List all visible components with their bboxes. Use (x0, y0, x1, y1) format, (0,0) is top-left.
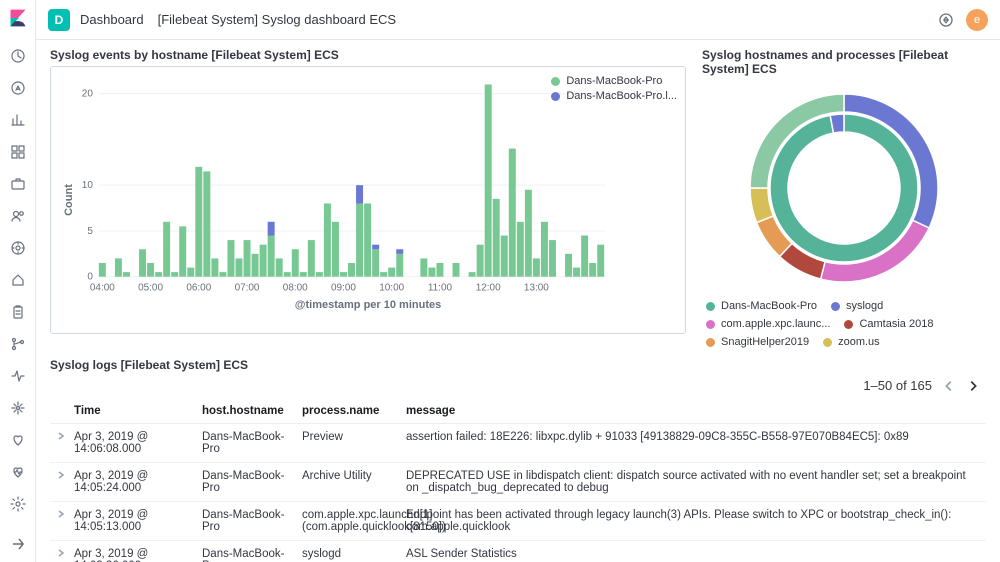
topbar: D Dashboard [Filebeat System] Syslog das… (36, 0, 1000, 40)
donut-svg (709, 88, 979, 288)
svg-text:11:00: 11:00 (428, 283, 453, 294)
bar-chart-legend: Dans-MacBook-Pro Dans-MacBook-Pro.l... (551, 75, 677, 105)
bar-icon[interactable] (10, 112, 26, 128)
expand-icon[interactable] (56, 509, 66, 519)
cell-proc: Archive Utility (296, 463, 400, 502)
cell-host: Dans-MacBook-Pro (196, 424, 296, 463)
expand-icon[interactable] (56, 431, 66, 441)
table-row[interactable]: Apr 3, 2019 @ 14:06:08.000 Dans-MacBook-… (50, 424, 986, 463)
cell-time: Apr 3, 2019 @ 14:06:08.000 (68, 424, 196, 463)
cell-proc: syslogd (296, 541, 400, 562)
legend-item[interactable]: com.apple.xpc.launc... (706, 318, 830, 330)
svg-text:0: 0 (87, 272, 93, 283)
pager-next-icon[interactable] (966, 379, 980, 393)
x-axis-title: @timestamp per 10 minutes (51, 299, 685, 317)
table-row[interactable]: Apr 3, 2019 @ 14:05:13.000 Dans-MacBook-… (50, 502, 986, 541)
heart-icon[interactable] (10, 432, 26, 448)
svg-text:10:00: 10:00 (379, 283, 404, 294)
branch-icon[interactable] (10, 336, 26, 352)
collapse-icon[interactable] (10, 536, 26, 552)
sparkle-icon[interactable] (10, 400, 26, 416)
breadcrumb-section[interactable]: Dashboard (80, 12, 144, 27)
svg-text:5: 5 (87, 226, 93, 237)
clock-icon[interactable] (10, 48, 26, 64)
breadcrumb: Dashboard [Filebeat System] Syslog dashb… (80, 12, 396, 27)
cell-host: Dans-MacBook-Pro (196, 502, 296, 541)
svg-text:10: 10 (82, 180, 94, 191)
gear-icon[interactable] (10, 496, 26, 512)
cell-message: DEPRECATED USE in libdispatch client: di… (400, 463, 986, 502)
cell-proc: com.apple.xpc.launchd[1] (com.apple.quic… (296, 502, 400, 541)
compass-icon[interactable] (10, 80, 26, 96)
agent-icon[interactable] (10, 240, 26, 256)
col-header[interactable]: host.hostname (196, 399, 296, 424)
bar-chart-panel: Syslog events by hostname [Filebeat Syst… (50, 48, 686, 348)
newsfeed-icon[interactable] (938, 12, 954, 28)
user-avatar[interactable]: e (966, 9, 988, 31)
svg-text:05:00: 05:00 (138, 283, 163, 294)
legend-item[interactable]: Dans-MacBook-Pro.l... (551, 90, 677, 102)
kibana-logo[interactable] (8, 8, 28, 28)
pager: 1–50 of 165 (50, 378, 986, 393)
svg-text:04:00: 04:00 (90, 283, 115, 294)
grid-icon[interactable] (10, 144, 26, 160)
cell-proc: Preview (296, 424, 400, 463)
bar-chart[interactable]: Count 0 5 10 20 04:00 05:00 06:00 07:00 08:00 09:… (50, 66, 686, 334)
y-axis-title: Count (63, 184, 75, 216)
cell-message: assertion failed: 18E226: libxpc.dylib +… (400, 424, 986, 463)
table-row[interactable]: Apr 3, 2019 @ 14:03:36.000 Dans-MacBook-… (50, 541, 986, 562)
cell-message: ASL Sender Statistics (400, 541, 986, 562)
svg-text:12:00: 12:00 (476, 283, 501, 294)
bar-chart-title: Syslog events by hostname [Filebeat Syst… (50, 48, 686, 62)
donut-legend: Dans-MacBook-Pro syslogdcom.apple.xpc.lau… (702, 296, 986, 348)
legend-item[interactable]: zoom.us (823, 336, 880, 348)
logs-table: Timehost.hostnameprocess.namemessage Apr… (50, 399, 986, 562)
cell-time: Apr 3, 2019 @ 14:03:36.000 (68, 541, 196, 562)
breadcrumb-title: [Filebeat System] Syslog dashboard ECS (158, 12, 396, 27)
svg-text:08:00: 08:00 (283, 283, 308, 294)
home-icon[interactable] (10, 272, 26, 288)
pager-prev-icon (942, 379, 956, 393)
cell-host: Dans-MacBook-Pro (196, 463, 296, 502)
users-icon[interactable] (10, 208, 26, 224)
col-header[interactable]: message (400, 399, 986, 424)
clipboard-icon[interactable] (10, 304, 26, 320)
svg-text:20: 20 (82, 89, 94, 100)
col-header[interactable]: process.name (296, 399, 400, 424)
legend-item[interactable]: SnagitHelper2019 (706, 336, 809, 348)
svg-text:09:00: 09:00 (331, 283, 356, 294)
legend-item[interactable]: Dans-MacBook-Pro (551, 75, 677, 87)
expand-icon[interactable] (56, 548, 66, 558)
table-row[interactable]: Apr 3, 2019 @ 14:05:24.000 Dans-MacBook-… (50, 463, 986, 502)
legend-item[interactable]: Camtasia 2018 (844, 318, 933, 330)
col-header[interactable]: Time (68, 399, 196, 424)
expand-icon[interactable] (56, 470, 66, 480)
donut-title: Syslog hostnames and processes [Filebeat… (702, 48, 986, 76)
space-selector[interactable]: D (48, 9, 70, 31)
svg-text:06:00: 06:00 (186, 283, 211, 294)
sidebar (0, 0, 36, 562)
logs-title: Syslog logs [Filebeat System] ECS (50, 358, 986, 372)
cell-time: Apr 3, 2019 @ 14:05:13.000 (68, 502, 196, 541)
cell-message: Endpoint has been activated through lega… (400, 502, 986, 541)
legend-item[interactable]: Dans-MacBook-Pro (706, 300, 817, 312)
donut-chart[interactable]: Dans-MacBook-Pro syslogdcom.apple.xpc.lau… (702, 80, 986, 348)
briefcase-icon[interactable] (10, 176, 26, 192)
svg-text:13:00: 13:00 (524, 283, 549, 294)
heartbeat-icon[interactable] (10, 464, 26, 480)
svg-text:07:00: 07:00 (235, 283, 260, 294)
donut-panel: Syslog hostnames and processes [Filebeat… (702, 48, 986, 348)
cell-host: Dans-MacBook-Pro (196, 541, 296, 562)
pulse-icon[interactable] (10, 368, 26, 384)
legend-item[interactable]: syslogd (831, 300, 883, 312)
cell-time: Apr 3, 2019 @ 14:05:24.000 (68, 463, 196, 502)
pager-label: 1–50 of 165 (863, 378, 932, 393)
